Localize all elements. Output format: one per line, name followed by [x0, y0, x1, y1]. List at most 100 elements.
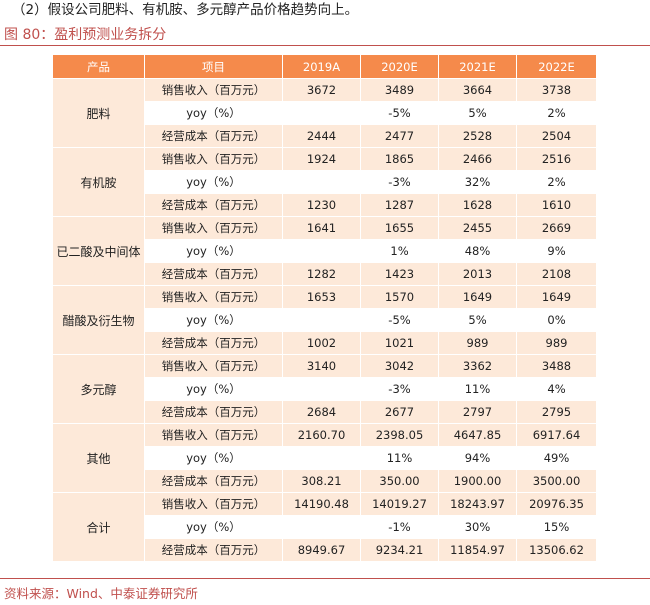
- value-cell: 989: [516, 331, 597, 355]
- value-cell: 350.00: [360, 469, 439, 493]
- value-cell: 2795: [516, 400, 597, 424]
- item-cell: 经营成本（百万元）: [144, 262, 283, 286]
- header-2021e: 2021E: [438, 54, 517, 79]
- value-cell: 4%: [516, 377, 597, 401]
- value-cell: 2444: [282, 124, 361, 148]
- source-bar: 资料来源：Wind、中泰证券研究所: [0, 578, 650, 601]
- value-cell: 3362: [438, 354, 517, 378]
- product-cell: 肥料: [52, 78, 145, 148]
- value-cell: [282, 239, 361, 263]
- table-row: 经营成本（百万元） 1230 1287 1628 1610: [53, 193, 597, 217]
- value-cell: 48%: [438, 239, 517, 263]
- table-row: yoy（%） -3% 11% 4%: [53, 377, 597, 401]
- table-row: 肥料 销售收入（百万元） 3672 3489 3664 3738: [52, 78, 597, 148]
- value-cell: [282, 308, 361, 332]
- value-cell: 1423: [360, 262, 439, 286]
- value-cell: 1900.00: [438, 469, 517, 493]
- table-row: 已二酸及中间体 销售收入（百万元） 1641 1655 2455 2669: [52, 216, 597, 286]
- header-2019a: 2019A: [282, 54, 361, 79]
- source-note: 资料来源：Wind、中泰证券研究所: [4, 586, 198, 601]
- value-cell: 989: [438, 331, 517, 355]
- value-cell: 2455: [438, 216, 517, 240]
- value-cell: 1641: [282, 216, 361, 240]
- value-cell: 2684: [282, 400, 361, 424]
- product-cell: 合计: [52, 492, 145, 562]
- table-row: 合计 销售收入（百万元） 14190.48 14019.27 18243.97 20976…: [52, 492, 597, 562]
- value-cell: 30%: [438, 515, 517, 539]
- value-cell: 5%: [438, 308, 517, 332]
- product-cell: 多元醇: [52, 354, 145, 424]
- item-cell: 销售收入（百万元）: [144, 78, 283, 102]
- item-cell: 经营成本（百万元）: [144, 193, 283, 217]
- figure-title-bar: 图 80：盈利预测业务拆分: [0, 22, 650, 46]
- item-cell: 经营成本（百万元）: [144, 124, 283, 148]
- value-cell: 2677: [360, 400, 439, 424]
- value-cell: 1924: [282, 147, 361, 171]
- table-row: yoy（%） 1% 48% 9%: [53, 239, 597, 263]
- header-2022e: 2022E: [516, 54, 597, 79]
- table-row: yoy（%） -3% 32% 2%: [53, 170, 597, 194]
- value-cell: 2504: [516, 124, 597, 148]
- value-cell: 94%: [438, 446, 517, 470]
- item-cell: 经营成本（百万元）: [144, 331, 283, 355]
- item-cell: yoy（%）: [144, 239, 283, 263]
- value-cell: 3672: [282, 78, 361, 102]
- value-cell: [282, 101, 361, 125]
- value-cell: 2466: [438, 147, 517, 171]
- value-cell: 3042: [360, 354, 439, 378]
- value-cell: 15%: [516, 515, 597, 539]
- value-cell: 1287: [360, 193, 439, 217]
- item-cell: 销售收入（百万元）: [144, 423, 283, 447]
- value-cell: 14019.27: [360, 492, 439, 516]
- header-product: 产品: [52, 54, 145, 79]
- item-cell: yoy（%）: [144, 101, 283, 125]
- value-cell: 14190.48: [282, 492, 361, 516]
- table-row: 经营成本（百万元） 1002 1021 989 989: [53, 331, 597, 355]
- value-cell: 49%: [516, 446, 597, 470]
- value-cell: 5%: [438, 101, 517, 125]
- product-cell: 其他: [52, 423, 145, 493]
- value-cell: 3738: [516, 78, 597, 102]
- value-cell: 1653: [282, 285, 361, 309]
- value-cell: 3664: [438, 78, 517, 102]
- value-cell: 1282: [282, 262, 361, 286]
- table-row: 经营成本（百万元） 8949.67 9234.21 11854.97 13506.62: [53, 538, 597, 562]
- value-cell: 3140: [282, 354, 361, 378]
- value-cell: 1865: [360, 147, 439, 171]
- value-cell: -3%: [360, 377, 439, 401]
- value-cell: -3%: [360, 170, 439, 194]
- value-cell: 2160.70: [282, 423, 361, 447]
- value-cell: 11%: [438, 377, 517, 401]
- value-cell: 1655: [360, 216, 439, 240]
- value-cell: 2528: [438, 124, 517, 148]
- value-cell: 1230: [282, 193, 361, 217]
- value-cell: 8949.67: [282, 538, 361, 562]
- value-cell: 3500.00: [516, 469, 597, 493]
- value-cell: 308.21: [282, 469, 361, 493]
- table-row: 经营成本（百万元） 1282 1423 2013 2108: [53, 262, 597, 286]
- table-row: 醋酸及衍生物 销售收入（百万元） 1653 1570 1649 1649: [52, 285, 597, 355]
- value-cell: 11%: [360, 446, 439, 470]
- value-cell: 1570: [360, 285, 439, 309]
- table-body: 肥料 销售收入（百万元） 3672 3489 3664 3738 yoy（%） -5% 5% 2%…: [52, 78, 597, 562]
- value-cell: 2%: [516, 101, 597, 125]
- product-cell: 有机胺: [52, 147, 145, 217]
- value-cell: 1002: [282, 331, 361, 355]
- item-cell: 销售收入（百万元）: [144, 354, 283, 378]
- header-item: 项目: [144, 54, 283, 79]
- item-cell: yoy（%）: [144, 515, 283, 539]
- value-cell: -1%: [360, 515, 439, 539]
- product-cell: 已二酸及中间体: [52, 216, 145, 286]
- value-cell: 2669: [516, 216, 597, 240]
- header-row: 产品 项目 2019A 2020E 2021E 2022E: [52, 54, 597, 79]
- item-cell: 销售收入（百万元）: [144, 285, 283, 309]
- value-cell: -5%: [360, 101, 439, 125]
- table-row: 经营成本（百万元） 2684 2677 2797 2795: [53, 400, 597, 424]
- item-cell: yoy（%）: [144, 446, 283, 470]
- product-cell: 醋酸及衍生物: [52, 285, 145, 355]
- table-row: 经营成本（百万元） 308.21 350.00 1900.00 3500.00: [53, 469, 597, 493]
- figure-title: 图 80：盈利预测业务拆分: [4, 27, 167, 43]
- value-cell: -5%: [360, 308, 439, 332]
- value-cell: 2398.05: [360, 423, 439, 447]
- value-cell: 13506.62: [516, 538, 597, 562]
